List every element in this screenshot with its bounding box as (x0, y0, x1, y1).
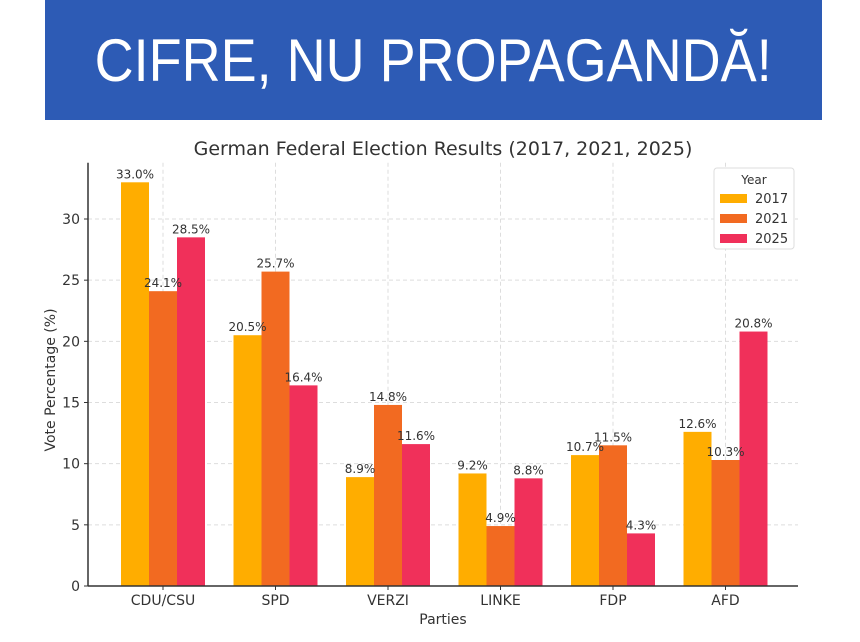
bar-2021 (711, 459, 740, 586)
data-label: 20.5% (228, 320, 266, 334)
bar-2017 (233, 335, 262, 586)
legend-label: 2021 (755, 212, 788, 227)
data-label: 25.7% (256, 257, 294, 271)
chart-title: German Federal Election Results (2017, 2… (194, 138, 693, 160)
data-label: 20.8% (734, 317, 772, 331)
x-axis-label: Parties (419, 612, 466, 628)
data-label: 33.0% (116, 167, 154, 181)
bar-2025 (514, 478, 543, 586)
y-tick-label: 10 (62, 457, 80, 473)
bar-2017 (683, 431, 712, 586)
legend-swatch (720, 234, 747, 243)
data-label: 28.5% (172, 222, 210, 236)
bar-2025 (289, 385, 318, 586)
legend-swatch (720, 194, 747, 203)
x-tick-label: SPD (261, 593, 289, 609)
banner-text: CIFRE, NU PROPAGANDĂ! (94, 26, 773, 94)
data-label: 8.8% (513, 463, 544, 477)
bar-2025 (739, 331, 768, 586)
data-label: 4.9% (485, 511, 516, 525)
data-label: 10.7% (566, 440, 604, 454)
y-tick-label: 25 (62, 273, 80, 289)
bar-2021 (261, 271, 290, 586)
x-tick-label: LINKE (480, 593, 520, 609)
bar-2021 (486, 526, 515, 586)
legend-title: Year (740, 173, 766, 187)
bar-2021 (599, 445, 627, 586)
y-tick-label: 15 (62, 396, 80, 412)
data-label: 14.8% (369, 390, 407, 404)
bar-2025 (627, 533, 655, 586)
data-label: 24.1% (144, 276, 182, 290)
legend-swatch (720, 214, 747, 223)
x-tick-label: FDP (599, 593, 626, 609)
x-tick-label: CDU/CSU (131, 593, 195, 609)
bar-2017 (346, 477, 374, 586)
legend-label: 2025 (755, 232, 788, 247)
data-label: 11.5% (594, 430, 632, 444)
data-label: 11.6% (397, 429, 435, 443)
data-label: 16.4% (284, 370, 322, 384)
bar-2017 (458, 473, 487, 586)
data-label: 9.2% (457, 458, 488, 472)
bar-2021 (149, 291, 177, 586)
y-tick-label: 20 (62, 334, 80, 350)
banner: CIFRE, NU PROPAGANDĂ! (45, 0, 822, 120)
legend-box (713, 167, 795, 250)
y-tick-label: 5 (71, 518, 80, 534)
legend-label: 2017 (755, 192, 788, 207)
y-tick-label: 30 (62, 212, 80, 228)
bar-2017 (121, 182, 149, 587)
data-label: 12.6% (678, 417, 716, 431)
data-label: 4.3% (626, 518, 657, 532)
data-label: 8.9% (345, 462, 376, 476)
data-label: 10.3% (706, 445, 744, 459)
bar-2017 (571, 455, 599, 586)
x-tick-label: VERZI (367, 593, 409, 609)
bar-2021 (374, 404, 402, 586)
x-tick-label: AFD (711, 593, 739, 609)
bar-2025 (177, 237, 205, 586)
bar-2025 (402, 444, 430, 586)
y-tick-label: 0 (71, 579, 80, 595)
y-axis-label: Vote Percentage (%) (43, 308, 59, 451)
